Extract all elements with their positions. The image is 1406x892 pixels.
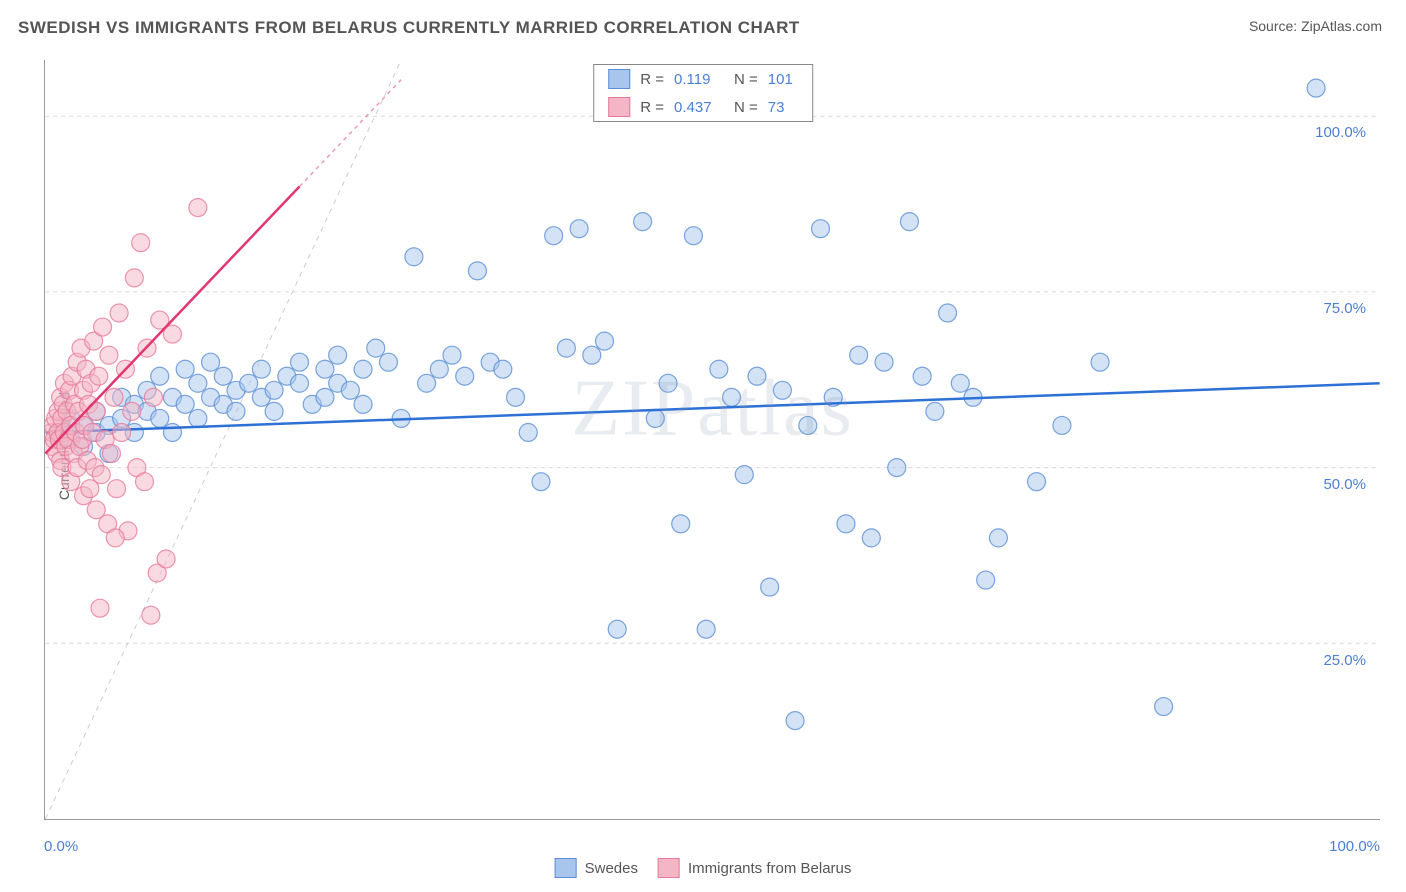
plot-area: ZIPatlas xyxy=(44,60,1380,820)
legend-series: Swedes Immigrants from Belarus xyxy=(555,858,852,878)
x-axis-max-label: 100.0% xyxy=(1329,838,1380,855)
chart-title: SWEDISH VS IMMIGRANTS FROM BELARUS CURRE… xyxy=(18,18,800,38)
legend-n-label: N = xyxy=(734,71,758,88)
legend-n-label: N = xyxy=(734,99,758,116)
y-tick-label: 75.0% xyxy=(1323,300,1366,317)
legend-n-value: 101 xyxy=(768,71,798,88)
legend-swatch xyxy=(608,69,630,89)
legend-swatch xyxy=(608,97,630,117)
chart-header: SWEDISH VS IMMIGRANTS FROM BELARUS CURRE… xyxy=(0,0,1406,48)
chart-source: Source: ZipAtlas.com xyxy=(1249,18,1382,34)
legend-r-value: 0.119 xyxy=(674,71,724,88)
scatter-svg xyxy=(45,60,1380,819)
legend-stats: R = 0.119 N = 101 R = 0.437 N = 73 xyxy=(593,64,813,122)
legend-r-value: 0.437 xyxy=(674,99,724,116)
y-tick-label: 25.0% xyxy=(1323,652,1366,669)
legend-swatch xyxy=(658,858,680,878)
legend-swatch xyxy=(555,858,577,878)
legend-series-label: Swedes xyxy=(585,860,638,877)
legend-series-item: Immigrants from Belarus xyxy=(658,858,851,878)
x-axis-min-label: 0.0% xyxy=(44,838,78,855)
y-tick-label: 100.0% xyxy=(1315,124,1366,141)
legend-r-label: R = xyxy=(640,71,664,88)
legend-series-label: Immigrants from Belarus xyxy=(688,860,851,877)
y-tick-label: 50.0% xyxy=(1323,476,1366,493)
legend-r-label: R = xyxy=(640,99,664,116)
legend-n-value: 73 xyxy=(768,99,798,116)
legend-series-item: Swedes xyxy=(555,858,638,878)
legend-stat-row: R = 0.119 N = 101 xyxy=(594,65,812,93)
legend-stat-row: R = 0.437 N = 73 xyxy=(594,93,812,121)
